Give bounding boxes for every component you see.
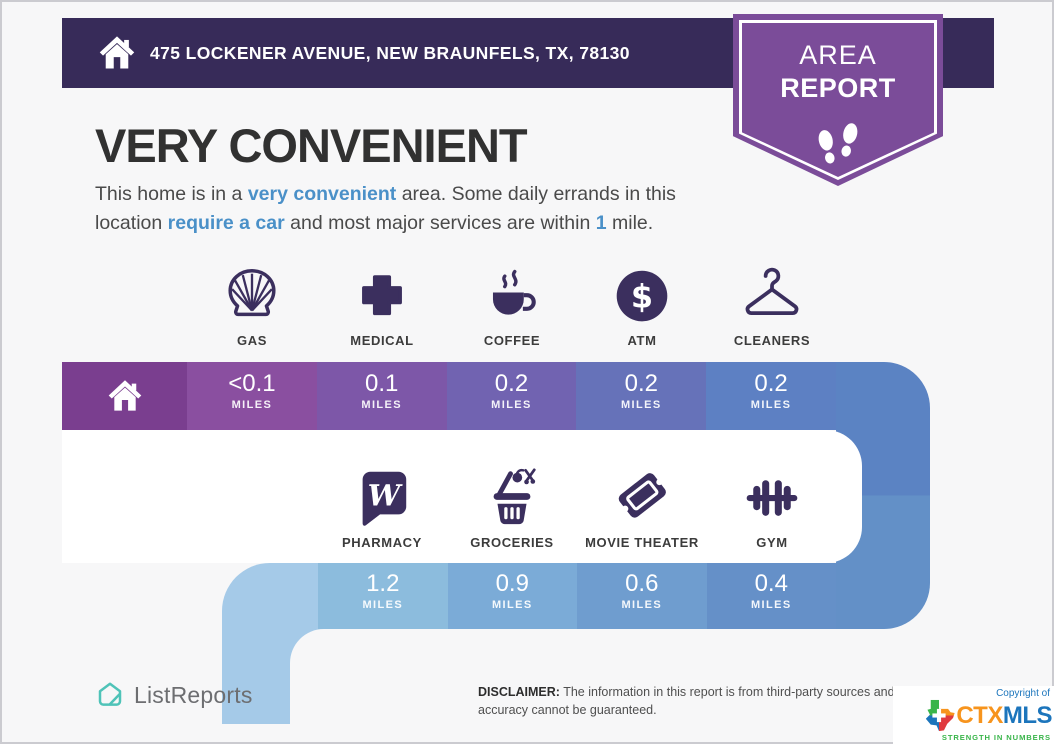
- poi-label: GYM: [756, 535, 788, 550]
- badge-title: AREA REPORT: [780, 40, 896, 103]
- distance-unit: MILES: [750, 399, 792, 412]
- home-segment: [62, 362, 187, 430]
- svg-text:W: W: [368, 479, 404, 513]
- distance-segment: 0.4 MILES: [706, 563, 836, 629]
- distance-value: 0.2: [754, 370, 788, 397]
- listreports-house-icon: [98, 682, 122, 706]
- poi-column-coffee: COFFEE: [447, 254, 577, 348]
- poi-label: MEDICAL: [350, 333, 414, 348]
- mls-text: MLS: [1002, 701, 1053, 729]
- distance-segment: <0.1 MILES: [187, 362, 317, 430]
- distance-segment: 1.2 MILES: [318, 563, 448, 629]
- coffee-cup-icon: [492, 269, 536, 315]
- distance-segment: 0.9 MILES: [447, 563, 577, 629]
- distance-value: 0.9: [495, 570, 529, 597]
- footprints-icon: [818, 123, 858, 164]
- area-report-badge: AREA REPORT: [733, 14, 943, 186]
- poi-column-gym: GYM: [707, 446, 837, 550]
- desc-text: mile.: [606, 212, 654, 235]
- distance-band-tail: [222, 629, 290, 724]
- distance-unit: MILES: [620, 399, 662, 412]
- distance-value: 0.1: [365, 370, 399, 397]
- walkability-description: This home is in a very convenient area. …: [95, 180, 743, 239]
- distance-value: 1.2: [366, 570, 400, 597]
- distance-value: 0.2: [624, 370, 658, 397]
- distance-bar-bottom: 1.2 MILES 0.9 MILES 0.6 MILES 0.4 MILES: [318, 563, 836, 629]
- dollar-circle-icon: $: [616, 270, 668, 322]
- ctxmls-logo: Copyright of CTXMLS STRENGTH IN NUMBERS: [893, 686, 1054, 744]
- desc-highlight: very convenient: [247, 183, 397, 205]
- hanger-icon: [745, 267, 799, 315]
- poi-column-groceries: GROCERIES: [447, 446, 577, 550]
- brand-name: ListReports: [134, 681, 253, 708]
- distance-segment: 0.2 MILES: [706, 362, 836, 430]
- disclaimer-label: DISCLAIMER:: [478, 685, 560, 699]
- distance-value: 0.6: [625, 570, 659, 597]
- distance-value: <0.1: [228, 370, 276, 397]
- distance-bar-top: <0.1 MILES 0.1 MILES 0.2 MILES 0.2 MILES…: [62, 362, 836, 430]
- distance-segment: 0.2 MILES: [446, 362, 577, 430]
- distance-unit: MILES: [231, 399, 273, 412]
- disclaimer-text: The information in this report is from t…: [478, 685, 911, 717]
- poi-column-cleaners: CLEANERS: [707, 254, 837, 348]
- distance-value: 0.4: [754, 570, 788, 597]
- distance-band-left-elbow: [222, 563, 318, 629]
- disclaimer: DISCLAIMER: The information in this repo…: [478, 684, 958, 719]
- poi-label: COFFEE: [483, 333, 541, 348]
- distance-unit: MILES: [362, 599, 404, 612]
- property-address: 475 LOCKENER AVENUE, NEW BRAUNFELS, TX, …: [150, 42, 630, 63]
- distance-unit: MILES: [621, 599, 663, 612]
- texas-map-icon: [926, 699, 956, 732]
- poi-column-atm: $ ATM: [577, 254, 707, 348]
- poi-label: GAS: [237, 333, 267, 348]
- shell-gas-icon: [228, 269, 276, 317]
- desc-text: area. Some daily errands in this locatio…: [95, 183, 676, 235]
- ctxmls-tagline: STRENGTH IN NUMBERS: [941, 733, 1051, 742]
- ctx-text: CTX: [956, 701, 1003, 729]
- home-icon: [108, 380, 141, 411]
- white-inset-card: [62, 430, 862, 563]
- copyright-label: Copyright of: [996, 688, 1050, 699]
- svg-text:$: $: [631, 277, 653, 315]
- distance-unit: MILES: [491, 399, 532, 412]
- medical-cross-icon: [362, 275, 402, 316]
- movie-ticket-icon: [618, 473, 666, 518]
- walgreens-pin-icon: W: [362, 471, 407, 526]
- dumbbell-icon: [746, 480, 798, 516]
- grocery-basket-icon: [493, 468, 536, 525]
- desc-highlight: 1: [595, 212, 607, 235]
- distance-unit: MILES: [491, 599, 533, 612]
- distance-segment: 0.2 MILES: [576, 362, 707, 430]
- distance-segment: 0.6 MILES: [577, 563, 707, 629]
- poi-label: MOVIE THEATER: [585, 535, 699, 550]
- desc-text: and most major services are within: [284, 212, 596, 235]
- poi-label: ATM: [627, 333, 657, 348]
- poi-label: PHARMACY: [342, 535, 422, 550]
- distance-unit: MILES: [361, 399, 402, 412]
- poi-column-movie-theater: MOVIE THEATER: [577, 446, 707, 550]
- poi-label: GROCERIES: [470, 535, 554, 550]
- desc-highlight: require a car: [167, 212, 285, 235]
- distance-value: 0.2: [494, 370, 529, 397]
- poi-column-medical: MEDICAL: [317, 254, 447, 348]
- home-icon: [99, 36, 135, 69]
- ctxmls-wordmark: CTXMLS: [956, 701, 1053, 729]
- listreports-logo: ListReports: [95, 680, 253, 710]
- poi-column-gas: GAS: [187, 254, 317, 348]
- distance-segment: 0.1 MILES: [316, 362, 447, 430]
- desc-text: This home is in a: [95, 183, 248, 205]
- poi-column-pharmacy: W PHARMACY: [317, 446, 447, 550]
- distance-unit: MILES: [750, 599, 792, 612]
- poi-label: CLEANERS: [733, 333, 811, 348]
- walkability-headline: VERY CONVENIENT: [95, 119, 528, 172]
